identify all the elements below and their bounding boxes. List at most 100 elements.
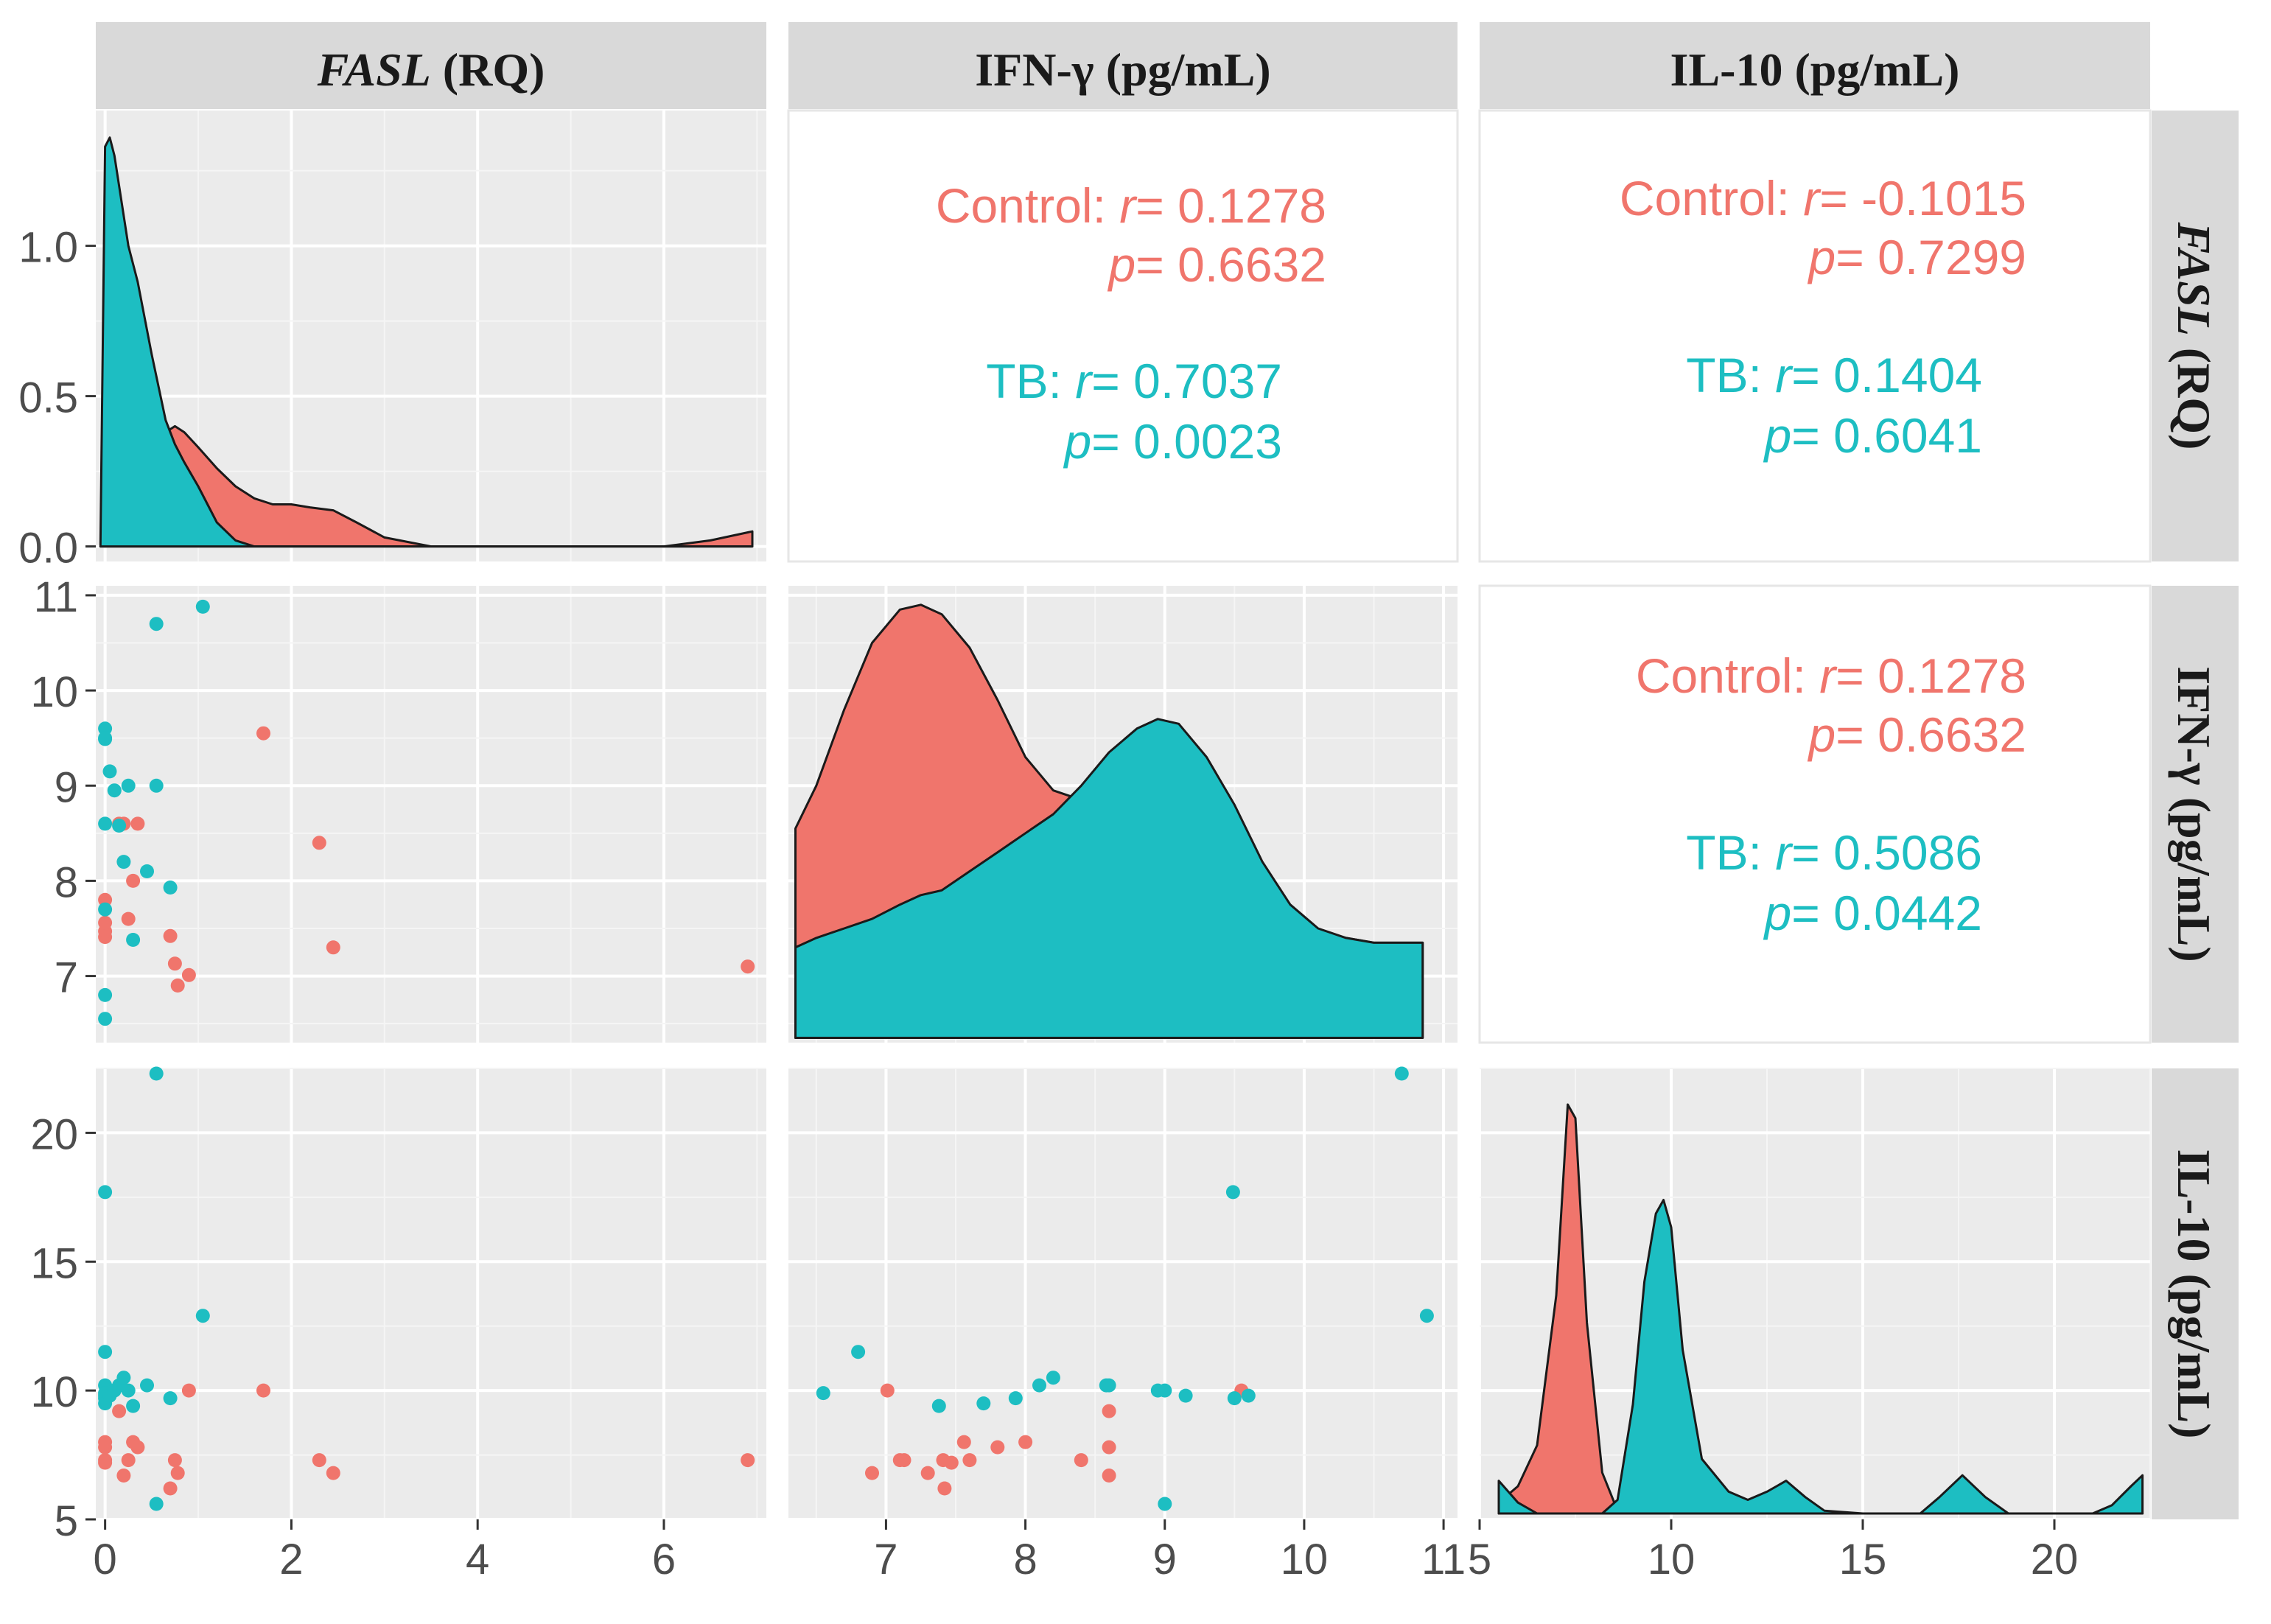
point-tb [1227,1391,1242,1406]
y-tick-label: 20 [30,1110,78,1158]
corr-p-value: = 0.6041 [1791,408,1982,463]
strip-rest: (RQ) [2168,336,2220,450]
corr-tb-r: TB: r= 0.5086 [1686,825,1982,880]
x-tick-label: 11 [1421,1536,1466,1583]
panel-ifn-fasl [96,586,766,1043]
corr-control-r: Control: r= 0.1278 [1636,648,2026,703]
y-tick-label: 15 [30,1239,78,1287]
point-control [920,1466,935,1480]
point-control [98,1455,113,1470]
corr-p-symbol: p [1763,408,1792,463]
point-tb [102,764,117,779]
corr-p-symbol: p [1808,707,1836,762]
point-control [116,1469,131,1483]
strip-right-il10 [2152,1068,2239,1519]
panel-fasl-il10 [1478,109,2152,563]
y-tick-label: 7 [55,954,78,1002]
point-control [121,1453,136,1468]
point-tb [112,819,127,833]
point-control [181,967,196,982]
density-il10 [1497,1103,2144,1515]
point-control [962,1453,977,1468]
point-tb [126,1399,141,1413]
corr-p-value: = 0.6632 [1836,707,2026,762]
point-control [865,1466,879,1480]
corr-control-p: p= 0.7299 [1808,230,2026,284]
x-tick-label: 8 [1013,1536,1037,1583]
point-tb [1158,1497,1172,1511]
x-tick-label: 10 [1648,1536,1696,1583]
density-tb-ifn [794,718,1424,1039]
point-control [1074,1453,1088,1468]
point-tb [98,816,113,831]
corr-r-value: = 0.5086 [1791,825,1982,880]
y-tick-label: 8 [55,858,78,906]
point-control [1102,1469,1116,1483]
point-tb [1008,1391,1023,1406]
panel-background [787,109,1459,563]
x-axes: 0 2 4 6 7 8 9 10 11 5 10 15 20 [94,1519,2078,1583]
point-control [1102,1404,1116,1418]
point-tb [163,881,178,895]
point-tb [163,1391,178,1406]
corr-tb-p: p= 0.0023 [1063,414,1282,469]
point-tb [121,1383,136,1398]
strip-right-ifn [2152,586,2239,1043]
x-tick-label: 7 [874,1536,897,1583]
panel-il10-ifn [788,1068,1458,1521]
point-tb [1099,1378,1113,1393]
corr-tb-r: TB: r= 0.7037 [986,354,1282,408]
corr-control-r: Control: r= -0.1015 [1620,171,2026,225]
corr-label: Control: [936,178,1119,233]
corr-label: TB: [1686,825,1775,880]
point-control [170,979,185,993]
x-tick-label: 0 [94,1536,117,1583]
corr-r-symbol: r [1803,171,1822,225]
corr-r-symbol: r [1119,178,1138,233]
point-control [181,1383,196,1398]
point-control [130,1440,145,1455]
corr-control-p: p= 0.6632 [1107,237,1326,292]
point-control [741,959,755,974]
corr-p-symbol: p [1107,237,1136,292]
point-tb [107,783,122,798]
corr-p-symbol: p [1063,414,1092,469]
panel-fasl-ifn [787,109,1459,563]
y-tick-label: 10 [30,668,78,716]
strip-text-span: IFN-γ (pg/mL) [975,43,1270,96]
point-tb [1419,1309,1434,1323]
panel-il10-fasl [96,1068,766,1521]
y-tick-label: 10 [30,1368,78,1416]
x-tick-label: 2 [279,1536,303,1583]
point-tb [98,1345,113,1359]
corr-label: TB: [1686,348,1775,402]
corr-p-value: = 0.0442 [1791,886,1982,940]
strip-text-span: IL-10 (pg/mL) [2168,1149,2220,1439]
strip-right-fasl [2152,111,2239,561]
strip-top-ifn [788,22,1458,109]
strip-label-il10: IL-10 (pg/mL) [2168,1149,2220,1439]
corr-r-symbol: r [1775,825,1794,880]
point-control [312,836,326,850]
point-control [112,1404,127,1418]
corr-control-r: Control: r= 0.1278 [936,178,1326,233]
panel-background [788,1068,1458,1519]
corr-tb-p: p= 0.0442 [1763,886,1982,940]
strip-top-fasl [96,22,766,109]
point-tb [98,987,113,1002]
corr-control-p: p= 0.6632 [1808,707,2026,762]
corr-p-value: = 0.6632 [1136,237,1326,292]
corr-r-value: = -0.1015 [1819,171,2026,225]
point-control [167,1453,182,1468]
point-control [880,1383,895,1398]
y-tick-label: 5 [55,1497,78,1545]
strip-label-fasl: FASL (RQ) [2168,222,2220,450]
right-strips: FASL (RQ) IFN-γ (pg/mL) IL-10 (pg/mL) [2152,111,2239,1519]
corr-r-value: = 0.1404 [1791,348,1982,402]
point-tb [195,599,210,614]
point-tb [149,1066,164,1081]
point-tb [1241,1388,1256,1403]
point-control [170,1466,185,1480]
x-tick-label: 9 [1153,1536,1177,1583]
